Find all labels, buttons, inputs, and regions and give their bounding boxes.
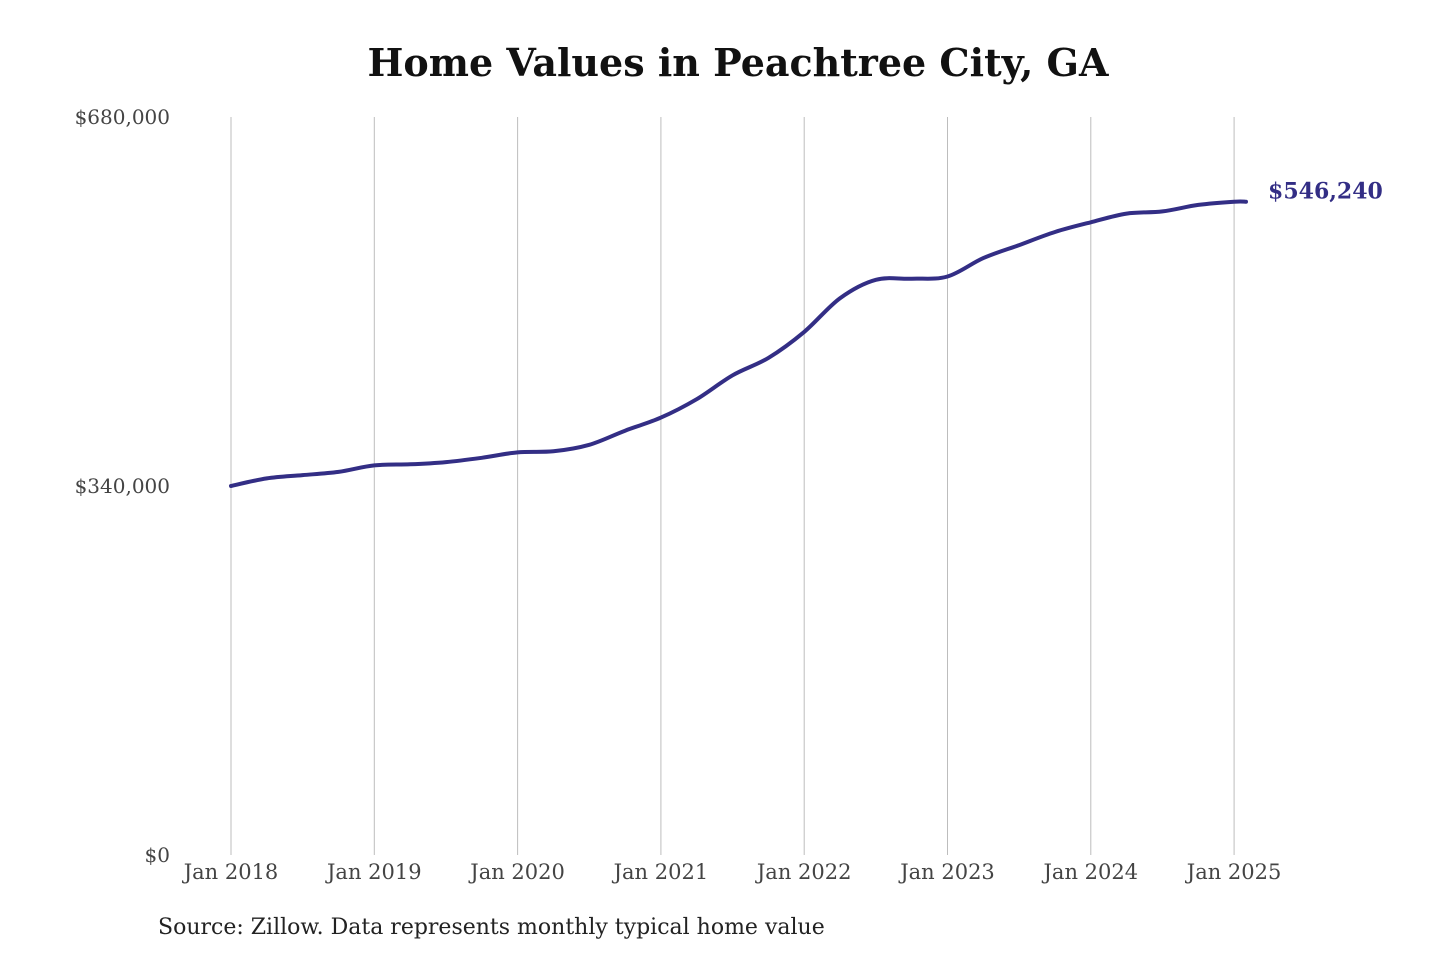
x-tick-label: Jan 2023	[898, 860, 995, 884]
x-tick-label: Jan 2020	[468, 860, 565, 884]
end-value-label: $546,240	[1268, 179, 1383, 205]
home-value-line	[229, 199, 1248, 488]
y-tick-label: $340,000	[75, 474, 170, 498]
y-tick-label: $680,000	[75, 105, 170, 129]
y-tick-label: $0	[145, 843, 170, 867]
x-tick-label: Jan 2024	[1042, 860, 1139, 884]
x-tick-label: Jan 2018	[182, 860, 279, 884]
x-axis-ticks: Jan 2018 Jan 2019 Jan 2020 Jan 2021 Jan 2022…	[182, 860, 1282, 884]
x-tick-label: Jan 2019	[325, 860, 422, 884]
y-axis-ticks: $0 $340,000 $680,000	[75, 105, 170, 867]
source-note: Source: Zillow. Data represents monthly …	[158, 915, 825, 940]
x-tick-label: Jan 2021	[612, 860, 709, 884]
chart-title: Home Values in Peachtree City, GA	[367, 40, 1109, 85]
x-tick-label: Jan 2022	[755, 860, 852, 884]
x-tick-label: Jan 2025	[1185, 860, 1282, 884]
gridlines	[230, 117, 1235, 855]
